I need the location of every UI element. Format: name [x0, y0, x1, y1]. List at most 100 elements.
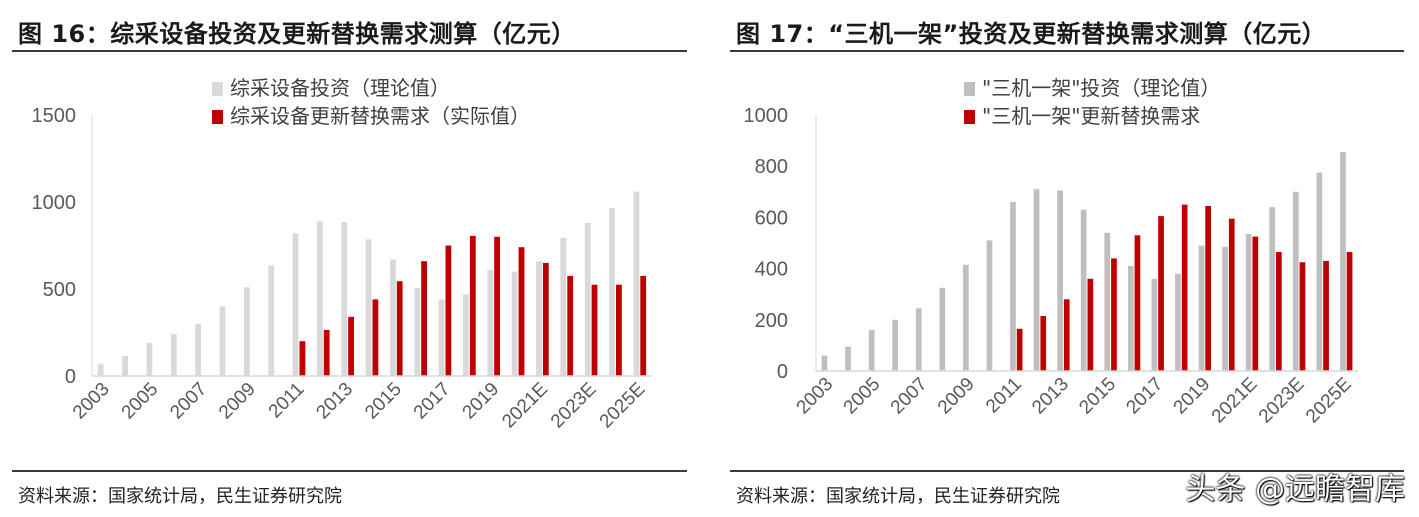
- bar-replacement-2012: [323, 329, 330, 376]
- legend-swatch: [212, 110, 223, 124]
- x-tick-label: 2021E: [498, 379, 552, 433]
- bar-investment-2015: [1104, 232, 1111, 371]
- title-rule: [730, 50, 1404, 52]
- bar-investment-2024E: [1316, 172, 1323, 371]
- bar-replacement-2015: [396, 281, 403, 376]
- y-tick-label: 1000: [32, 192, 77, 214]
- watermark: 头条 @远瞻智库: [1185, 472, 1405, 507]
- bar-replacement-2013: [1063, 299, 1070, 371]
- source-rule: [12, 470, 687, 472]
- bar-investment-2007: [195, 323, 201, 376]
- x-tick-label: 2025E: [1302, 374, 1356, 428]
- bar-investment-2010: [986, 240, 993, 371]
- x-tick-label: 2017: [1122, 374, 1167, 419]
- legend-swatch: [212, 82, 223, 96]
- bar-investment-2014: [365, 239, 372, 376]
- bar-investment-2017: [1151, 278, 1158, 371]
- bar-replacement-2011: [299, 341, 306, 376]
- x-tick-label: 2023E: [1255, 374, 1309, 428]
- bar-replacement-2019: [1205, 205, 1211, 371]
- bar-investment-2019: [487, 269, 494, 376]
- y-tick-label: 500: [43, 279, 76, 301]
- bar-investment-2022E: [1269, 207, 1276, 371]
- x-tick-label: 2015: [1075, 374, 1120, 419]
- bar-investment-2023E: [1292, 191, 1299, 371]
- bar-investment-2009: [963, 264, 969, 371]
- bar-investment-2010: [268, 265, 275, 376]
- bar-investment-2014: [1080, 209, 1087, 371]
- x-tick-label: 2025E: [596, 379, 650, 433]
- x-tick-label: 2021E: [1208, 374, 1262, 428]
- bar-investment-2005: [868, 330, 875, 371]
- bar-replacement-2016: [421, 261, 427, 376]
- bar-investment-2006: [892, 319, 898, 371]
- x-tick-label: 2011: [265, 379, 309, 423]
- bar-replacement-2013: [348, 316, 354, 376]
- bar-replacement-2018: [1181, 204, 1188, 371]
- bar-replacement-2015: [1111, 258, 1117, 371]
- legend-label: 综采设备更新替换需求（实际值）: [230, 104, 530, 128]
- bar-investment-2022E: [560, 237, 567, 376]
- source-rule: [730, 470, 1404, 472]
- bar-investment-2013: [341, 222, 348, 376]
- bar-replacement-2020: [518, 247, 525, 376]
- x-tick-label: 2013: [312, 379, 357, 424]
- bar-replacement-2025E: [1346, 252, 1353, 371]
- bar-investment-2011: [1010, 202, 1016, 371]
- legend-label: 综采设备投资（理论值）: [230, 76, 450, 100]
- x-tick-label: 2013: [1028, 374, 1073, 419]
- bar-replacement-2024E: [1323, 260, 1329, 371]
- y-tick-label: 600: [755, 207, 788, 229]
- y-tick-label: 1500: [32, 105, 77, 127]
- bar-investment-2023E: [584, 222, 591, 376]
- x-tick-label: 2019: [459, 379, 504, 424]
- chart-title: 图 16：综采设备投资及更新替换需求测算（亿元）: [18, 20, 576, 48]
- x-tick-label: 2017: [410, 379, 455, 424]
- bar-investment-2024E: [609, 208, 615, 376]
- legend-label: "三机一架"投资（理论值）: [982, 76, 1220, 100]
- bar-replacement-2014: [1087, 278, 1094, 371]
- bar-investment-2019: [1198, 245, 1205, 371]
- bar-investment-2005: [146, 342, 153, 376]
- y-tick-label: 200: [755, 310, 788, 332]
- bar-investment-2004: [845, 346, 851, 371]
- bar-investment-2025E: [1340, 152, 1346, 371]
- source-note: 资料来源：国家统计局，民生证券研究院: [18, 486, 342, 507]
- x-tick-label: 2003: [793, 374, 838, 419]
- x-tick-label: 2009: [215, 379, 260, 424]
- bar-investment-2020: [511, 271, 518, 376]
- bar-replacement-2018: [469, 235, 476, 376]
- bar-replacement-2021E: [542, 262, 549, 376]
- x-tick-label: 2009: [934, 374, 979, 419]
- bar-investment-2003: [97, 363, 104, 376]
- title-rule: [12, 50, 687, 52]
- bar-investment-2008: [939, 287, 946, 371]
- x-tick-label: 2005: [840, 374, 885, 419]
- bar-replacement-2014: [372, 299, 379, 376]
- bar-replacement-2022E: [567, 275, 574, 376]
- bar-investment-2007: [915, 308, 922, 371]
- bar-investment-2003: [821, 355, 828, 371]
- chart-panel-left: 图 16：综采设备投资及更新替换需求测算（亿元） 0 500 1000 1500 200…: [0, 0, 700, 517]
- x-tick-label: 2023E: [547, 379, 601, 433]
- bar-investment-2016: [414, 288, 421, 376]
- x-tick-label: 2015: [361, 379, 406, 424]
- bar-replacement-2011: [1016, 328, 1023, 371]
- bar-replacement-2021E: [1252, 236, 1259, 371]
- bar-investment-2015: [390, 259, 396, 376]
- bar-investment-2013: [1057, 190, 1063, 371]
- bar-replacement-2012: [1040, 316, 1047, 371]
- bar-investment-2018: [463, 294, 469, 376]
- legend-swatch: [964, 110, 975, 124]
- y-tick-label: 0: [777, 361, 788, 383]
- bar-replacement-2019: [494, 236, 500, 376]
- bar-investment-2018: [1175, 273, 1181, 371]
- bar-investment-2008: [219, 306, 226, 376]
- bar-investment-2021E: [536, 261, 542, 376]
- bar-investment-2011: [292, 233, 299, 376]
- chart-panel-right: 图 17：“三机一架”投资及更新替换需求测算（亿元） 0 200 400 600 800…: [718, 0, 1419, 517]
- bar-replacement-2020: [1228, 218, 1235, 371]
- chart-title: 图 17：“三机一架”投资及更新替换需求测算（亿元）: [736, 20, 1327, 48]
